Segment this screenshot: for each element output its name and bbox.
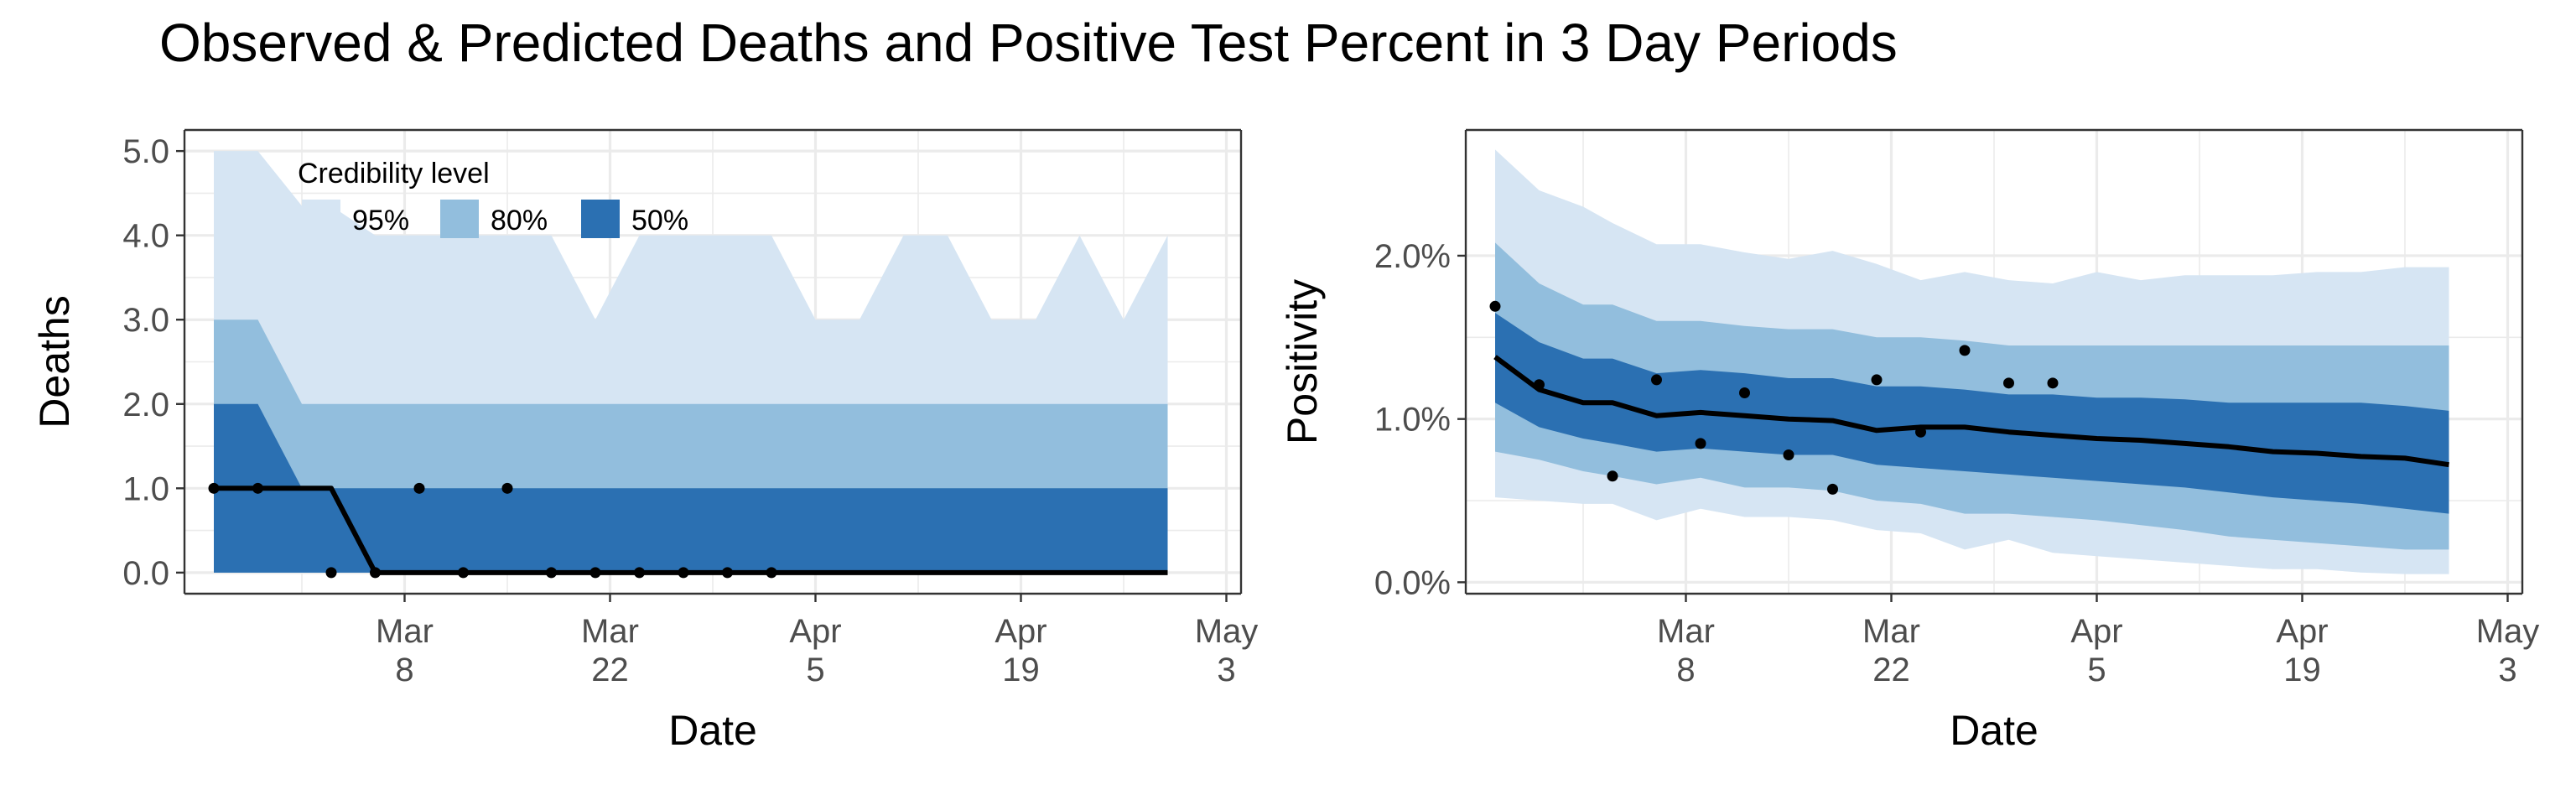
positivity-x-tick-label-day: 8 (1676, 652, 1695, 688)
positivity-band-50 (1495, 313, 2449, 514)
deaths-y-axis-title: Deaths (31, 295, 78, 428)
deaths-x-tick-label-day: 22 (591, 652, 629, 688)
deaths-observed-point (458, 567, 469, 579)
deaths-x-tick-label-month: May (1195, 613, 1259, 650)
legend-key-80 (440, 200, 479, 238)
legend: Credibility level 95% 80% 50% (298, 158, 688, 238)
deaths-x-tick-label-month: Apr (789, 613, 841, 650)
deaths-x-tick-label-day: 5 (806, 652, 824, 688)
deaths-observed-point (722, 567, 733, 579)
positivity-x-tick-label-month: Mar (1657, 613, 1715, 650)
positivity-observed-point (1489, 300, 1501, 312)
deaths-observed-point (589, 567, 601, 579)
positivity-y-tick-label: 1.0% (1374, 402, 1451, 439)
deaths-y-tick-label: 1.0 (122, 470, 169, 507)
deaths-observed-point (252, 482, 263, 494)
legend-title: Credibility level (298, 158, 490, 190)
positivity-observed-point (1739, 387, 1750, 398)
positivity-x-axis-title: Date (1950, 707, 2038, 754)
deaths-y-tick-label: 3.0 (122, 302, 169, 339)
positivity-x-tick-label-month: Apr (2070, 613, 2122, 650)
deaths-observed-point (678, 567, 689, 579)
deaths-x-tick-label-month: Mar (581, 613, 639, 650)
deaths-panel: 0.01.02.03.04.05.0Mar8Mar22Apr5Apr19May3… (31, 128, 1259, 754)
legend-key-95 (302, 200, 340, 238)
deaths-band-50 (214, 403, 1168, 573)
positivity-x-tick-label-month: Apr (2276, 613, 2328, 650)
deaths-x-tick-label-day: 8 (395, 652, 413, 688)
deaths-observed-point (634, 567, 645, 579)
deaths-x-tick-label-day: 3 (1217, 652, 1235, 688)
legend-label: 50% (631, 205, 688, 236)
positivity-observed-point (1959, 345, 1971, 356)
positivity-observed-point (2047, 377, 2059, 389)
deaths-x-tick-label-month: Mar (376, 613, 434, 650)
positivity-observed-point (1534, 379, 1545, 391)
chart-title: Observed & Predicted Deaths and Positive… (159, 13, 1898, 73)
positivity-observed-point (1607, 470, 1618, 482)
deaths-x-tick-label-month: Apr (995, 613, 1046, 650)
deaths-observed-point (413, 482, 425, 494)
positivity-x-tick-label-month: Mar (1862, 613, 1920, 650)
deaths-y-tick-label: 0.0 (122, 555, 169, 592)
deaths-observed-point (766, 567, 777, 579)
positivity-observed-point (2003, 377, 2014, 389)
positivity-x-tick-label-day: 19 (2283, 652, 2321, 688)
positivity-x-tick-label-day: 3 (2498, 652, 2516, 688)
deaths-y-tick-label: 5.0 (122, 133, 169, 170)
positivity-observed-point (1915, 426, 1926, 438)
legend-label: 80% (491, 205, 548, 236)
positivity-y-tick-label: 2.0% (1374, 238, 1451, 275)
deaths-y-tick-label: 2.0 (122, 387, 169, 423)
positivity-median-line (1493, 355, 2449, 468)
positivity-x-tick-label-day: 22 (1872, 652, 1910, 688)
positivity-y-tick-label: 0.0% (1374, 564, 1451, 601)
positivity-observed-point (1695, 438, 1706, 449)
deaths-observed-point (370, 567, 381, 579)
positivity-x-tick-label-month: May (2476, 613, 2540, 650)
legend-label: 95% (352, 205, 409, 236)
deaths-observed-point (546, 567, 557, 579)
deaths-observed-point (501, 482, 513, 494)
positivity-observed-point (1651, 374, 1662, 386)
positivity-y-axis-title: Positivity (1279, 279, 1326, 444)
positivity-panel: 0.0%1.0%2.0%Mar8Mar22Apr5Apr19May3DatePo… (1279, 128, 2540, 754)
deaths-observed-point (208, 482, 220, 494)
legend-key-50 (581, 200, 620, 238)
positivity-x-tick-label-day: 5 (2087, 652, 2106, 688)
positivity-observed-point (1871, 374, 1883, 386)
positivity-observed-point (1783, 449, 1794, 460)
deaths-x-axis-title: Date (668, 707, 757, 754)
positivity-observed-point (1827, 483, 1838, 495)
deaths-y-tick-label: 4.0 (122, 218, 169, 255)
deaths-x-tick-label-day: 19 (1002, 652, 1040, 688)
deaths-observed-point (325, 567, 337, 579)
